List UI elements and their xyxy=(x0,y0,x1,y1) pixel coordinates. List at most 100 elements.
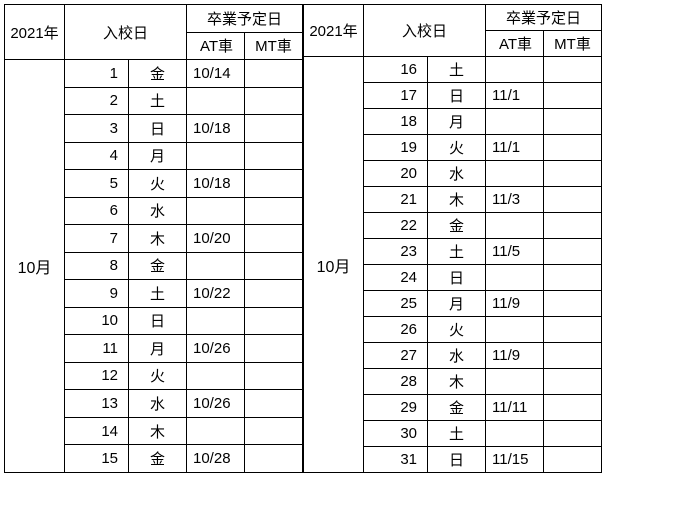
day-cell: 25 xyxy=(364,291,428,317)
at-cell xyxy=(486,109,544,135)
grad-header: 卒業予定日 xyxy=(187,5,303,33)
weekday-cell: 水 xyxy=(129,197,187,225)
weekday-cell: 金 xyxy=(129,60,187,88)
mt-cell xyxy=(544,343,602,369)
day-cell: 3 xyxy=(65,115,129,143)
mt-cell xyxy=(544,57,602,83)
day-cell: 21 xyxy=(364,187,428,213)
at-cell xyxy=(187,87,245,115)
schedule-table-right: 2021年 入校日 卒業予定日 AT車 MT車 10月16土17日11/118月… xyxy=(303,4,602,473)
day-cell: 9 xyxy=(65,280,129,308)
enroll-header: 入校日 xyxy=(364,5,486,57)
mt-cell xyxy=(544,447,602,473)
weekday-cell: 金 xyxy=(428,395,486,421)
mt-cell xyxy=(245,197,303,225)
at-cell xyxy=(187,307,245,335)
schedule-table-left: 2021年 入校日 卒業予定日 AT車 MT車 10月1金10/142土3日10… xyxy=(4,4,303,473)
year-header: 2021年 xyxy=(5,5,65,60)
day-cell: 23 xyxy=(364,239,428,265)
table-row: 10月16土 xyxy=(304,57,602,83)
month-cell: 10月 xyxy=(304,57,364,473)
mt-cell xyxy=(544,187,602,213)
day-cell: 31 xyxy=(364,447,428,473)
mt-cell xyxy=(245,362,303,390)
day-cell: 13 xyxy=(65,390,129,418)
day-cell: 6 xyxy=(65,197,129,225)
day-cell: 26 xyxy=(364,317,428,343)
at-cell xyxy=(187,362,245,390)
at-cell: 10/26 xyxy=(187,390,245,418)
weekday-cell: 土 xyxy=(129,87,187,115)
weekday-cell: 日 xyxy=(129,307,187,335)
at-cell xyxy=(486,421,544,447)
at-cell xyxy=(187,197,245,225)
day-cell: 17 xyxy=(364,83,428,109)
at-header: AT車 xyxy=(486,31,544,57)
day-cell: 27 xyxy=(364,343,428,369)
at-cell: 10/28 xyxy=(187,445,245,473)
at-cell: 11/15 xyxy=(486,447,544,473)
mt-cell xyxy=(544,109,602,135)
mt-cell xyxy=(544,135,602,161)
mt-cell xyxy=(544,83,602,109)
mt-cell xyxy=(245,225,303,253)
at-cell xyxy=(187,417,245,445)
weekday-cell: 日 xyxy=(428,265,486,291)
at-cell: 11/5 xyxy=(486,239,544,265)
weekday-cell: 火 xyxy=(129,170,187,198)
at-cell: 11/11 xyxy=(486,395,544,421)
day-cell: 22 xyxy=(364,213,428,239)
mt-cell xyxy=(544,161,602,187)
weekday-cell: 水 xyxy=(428,161,486,187)
mt-cell xyxy=(245,87,303,115)
weekday-cell: 金 xyxy=(129,252,187,280)
grad-header: 卒業予定日 xyxy=(486,5,602,31)
mt-cell xyxy=(544,213,602,239)
day-cell: 30 xyxy=(364,421,428,447)
weekday-cell: 木 xyxy=(428,369,486,395)
mt-cell xyxy=(245,445,303,473)
day-cell: 14 xyxy=(65,417,129,445)
weekday-cell: 月 xyxy=(129,335,187,363)
mt-cell xyxy=(245,252,303,280)
day-cell: 28 xyxy=(364,369,428,395)
mt-cell xyxy=(245,307,303,335)
at-cell: 10/26 xyxy=(187,335,245,363)
day-cell: 4 xyxy=(65,142,129,170)
at-cell: 10/14 xyxy=(187,60,245,88)
day-cell: 19 xyxy=(364,135,428,161)
day-cell: 15 xyxy=(65,445,129,473)
at-cell xyxy=(486,265,544,291)
mt-cell xyxy=(544,395,602,421)
day-cell: 18 xyxy=(364,109,428,135)
mt-header: MT車 xyxy=(544,31,602,57)
mt-cell xyxy=(245,417,303,445)
at-cell: 10/22 xyxy=(187,280,245,308)
weekday-cell: 日 xyxy=(129,115,187,143)
mt-cell xyxy=(245,60,303,88)
day-cell: 8 xyxy=(65,252,129,280)
day-cell: 24 xyxy=(364,265,428,291)
weekday-cell: 月 xyxy=(129,142,187,170)
day-cell: 12 xyxy=(65,362,129,390)
at-cell: 11/3 xyxy=(486,187,544,213)
day-cell: 1 xyxy=(65,60,129,88)
at-cell xyxy=(486,161,544,187)
at-cell xyxy=(486,213,544,239)
at-cell: 11/1 xyxy=(486,83,544,109)
at-header: AT車 xyxy=(187,32,245,60)
weekday-cell: 土 xyxy=(428,421,486,447)
day-cell: 2 xyxy=(65,87,129,115)
mt-cell xyxy=(245,280,303,308)
mt-cell xyxy=(544,265,602,291)
mt-cell xyxy=(544,369,602,395)
at-cell xyxy=(486,57,544,83)
weekday-cell: 日 xyxy=(428,83,486,109)
at-cell: 11/1 xyxy=(486,135,544,161)
at-cell xyxy=(486,369,544,395)
weekday-cell: 日 xyxy=(428,447,486,473)
weekday-cell: 木 xyxy=(129,225,187,253)
weekday-cell: 火 xyxy=(428,317,486,343)
year-header: 2021年 xyxy=(304,5,364,57)
weekday-cell: 木 xyxy=(428,187,486,213)
